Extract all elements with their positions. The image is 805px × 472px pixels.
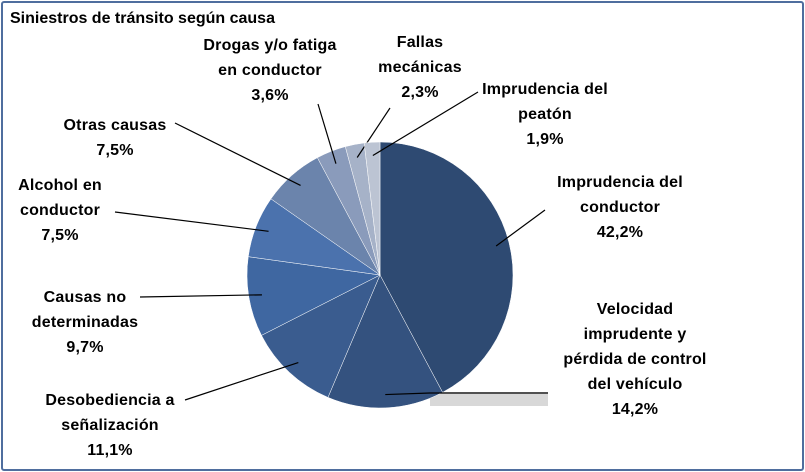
shadow <box>430 392 548 406</box>
value-label: 11,1% <box>87 442 133 459</box>
slice-label: Alcohol en conductor 7,5% <box>0 173 120 248</box>
slice-label: Imprudencia del conductor 42,2% <box>545 170 695 245</box>
chart-title: Siniestros de tránsito según causa <box>10 10 275 27</box>
leader-line <box>114 211 269 232</box>
value-label: 7,5% <box>96 142 134 159</box>
category-label: Drogas y/o fatiga en conductor <box>203 37 337 79</box>
leader-line <box>372 91 479 157</box>
leader-line <box>174 122 301 186</box>
pie-slice <box>379 141 514 393</box>
slice-label: Desobediencia a señalización 11,1% <box>25 388 195 463</box>
category-label: Desobediencia a señalización <box>45 392 175 434</box>
leader-line <box>184 361 299 401</box>
category-label: Imprudencia del peatón <box>482 81 608 123</box>
value-label: 14,2% <box>611 401 659 418</box>
category-label: Imprudencia del conductor <box>557 174 683 216</box>
slice-label: Velocidad imprudente y pérdida de contro… <box>560 297 710 422</box>
leader-line <box>495 209 546 247</box>
slice-label: Fallas mecánicas 2,3% <box>370 30 470 105</box>
value-label: 42,2% <box>596 224 644 241</box>
slice-label: Imprudencia del peatón 1,9% <box>480 77 610 152</box>
category-label: Causas no determinadas <box>31 289 139 331</box>
pie-slice <box>327 274 443 409</box>
leader-line <box>317 103 337 164</box>
category-label: Velocidad imprudente y pérdida de contro… <box>563 301 707 393</box>
category-label: Alcohol en conductor <box>18 177 102 219</box>
slice-label: Otras causas 7,5% <box>50 113 180 163</box>
slice-label: Causas no determinadas 9,7% <box>20 285 150 360</box>
leader-line <box>139 294 262 298</box>
pie-slice <box>363 141 381 276</box>
leader-line <box>385 392 548 396</box>
value-label: 3,6% <box>251 87 289 104</box>
pie-slice <box>261 274 381 398</box>
category-label: Otras causas <box>63 117 167 134</box>
slice-label: Drogas y/o fatiga en conductor 3,6% <box>200 33 340 108</box>
value-label: 9,7% <box>66 339 104 356</box>
value-label: 2,3% <box>401 84 439 101</box>
pie-slice <box>246 256 381 336</box>
value-label: 7,5% <box>41 227 79 244</box>
leader-line <box>356 107 391 158</box>
value-label: 1,9% <box>526 131 564 148</box>
category-label: Fallas mecánicas <box>378 34 462 76</box>
